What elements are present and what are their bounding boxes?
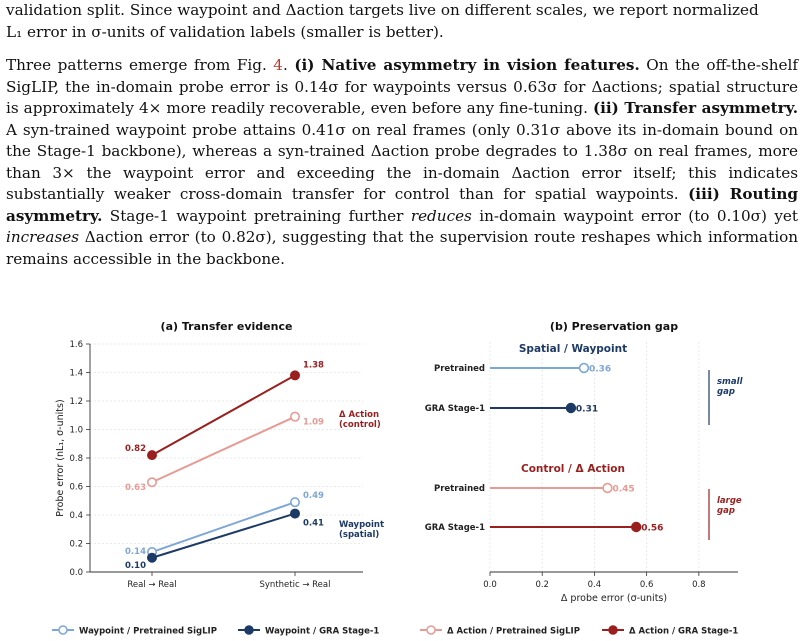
data-point	[289, 411, 300, 422]
annotation-action-sub: (control)	[339, 420, 381, 430]
legend-swatch-marker	[58, 625, 68, 635]
panel-b-title: (b) Preservation gap	[550, 320, 678, 333]
data-label: 0.63	[125, 483, 146, 493]
y-tick-label: 0.4	[69, 511, 83, 521]
data-point	[147, 450, 158, 461]
series-line	[151, 501, 296, 553]
data-label: 0.10	[125, 561, 146, 571]
intro-line-2: L₁ error in σ-units of validation labels…	[6, 22, 444, 41]
series-line	[151, 512, 296, 559]
intro-paragraph: validation split. Since waypoint and Δac…	[6, 0, 798, 43]
data-point	[147, 477, 158, 488]
x-axis-label: Δ probe error (σ-units)	[561, 593, 667, 604]
data-label: 0.82	[125, 444, 146, 454]
x-tick-label: 0.6	[640, 580, 654, 590]
data-label: 1.38	[303, 360, 324, 370]
data-point	[147, 552, 158, 563]
data-point	[289, 508, 300, 519]
body-text: Δaction error (to 0.82σ), suggesting tha…	[6, 228, 798, 268]
body-text: in-domain waypoint error (to 0.10σ) yet	[471, 206, 798, 225]
body-text: On the off-the-shelf SigLIP, the in-doma…	[6, 56, 798, 117]
legend-swatch-marker	[608, 625, 618, 635]
emphasis-increases: increases	[6, 228, 80, 246]
bar-endpoint	[565, 402, 577, 414]
legend-label: Waypoint / Pretrained SigLIP	[79, 627, 217, 637]
annotation-waypoint: Waypoint	[339, 520, 384, 530]
panel-a-title: (a) Transfer evidence	[161, 320, 293, 333]
intro-line-1: validation split. Since waypoint and Δac…	[6, 1, 759, 19]
value-label: 0.36	[589, 365, 611, 375]
y-tick-label: 0.6	[69, 483, 83, 493]
row-label: Pretrained	[434, 364, 485, 374]
data-label: 0.41	[303, 519, 324, 529]
body-paragraph: Three patterns emerge from Fig. 4. (i) N…	[6, 55, 798, 270]
value-label: 0.56	[641, 524, 663, 534]
x-tick-label: 0.8	[692, 580, 706, 590]
panel-a-transfer-evidence: (a) Transfer evidence 0.0 0.2 0.4 0.6 0.8 1.0 1…	[55, 320, 384, 590]
gap-note: gap	[717, 387, 735, 397]
gap-note: gap	[717, 506, 735, 516]
annotation-waypoint-sub: (spatial)	[339, 530, 379, 540]
legend-swatch-marker	[426, 625, 436, 635]
series-line	[151, 415, 296, 484]
x-tick-label: 0.4	[588, 580, 602, 590]
gap-note: large	[717, 496, 742, 506]
row-label: GRA Stage-1	[425, 404, 485, 414]
emphasis-reduces: reduces	[410, 206, 472, 225]
legend-label: Waypoint / GRA Stage-1	[265, 627, 379, 637]
finding-heading-native: (i) Native asymmetry in vision features.	[294, 56, 640, 74]
figure-legend: Waypoint / Pretrained SigLIP Waypoint / G…	[52, 625, 738, 637]
group-title: Control / Δ Action	[521, 463, 625, 475]
annotation-action: Δ Action	[339, 410, 379, 420]
finding-heading-transfer: (ii) Transfer asymmetry.	[592, 99, 799, 117]
value-label: 0.31	[576, 405, 598, 415]
data-label: 1.09	[303, 418, 324, 428]
y-axis-label: Probe error (nL₁, σ-units)	[55, 399, 66, 516]
y-tick-label: 0.8	[69, 454, 83, 464]
group-title: Spatial / Waypoint	[519, 343, 627, 355]
legend-label: Δ Action / Pretrained SigLIP	[447, 627, 580, 637]
finding-heading-routing: (iii) Routing asymmetry.	[6, 185, 799, 225]
body-text: A syn-trained waypoint probe attains 0.4…	[6, 120, 798, 204]
y-tick-label: 1.0	[69, 426, 83, 436]
bar-endpoint	[602, 482, 613, 494]
figure-reference-link[interactable]: 4	[273, 56, 283, 74]
body-text: Stage-1 waypoint pretraining further	[102, 206, 411, 225]
x-tick-label: Real → Real	[127, 580, 176, 590]
row-label: Pretrained	[434, 484, 485, 494]
row-label: GRA Stage-1	[425, 523, 485, 533]
series-line	[151, 374, 296, 457]
data-point	[289, 497, 300, 508]
value-label: 0.45	[612, 485, 634, 495]
y-tick-label: 1.6	[69, 340, 83, 350]
bar-endpoint	[578, 362, 590, 374]
data-label: 0.14	[125, 547, 146, 557]
body-text: Three patterns emerge from Fig.	[6, 56, 274, 74]
x-tick-label: 0.2	[535, 580, 549, 590]
y-tick-label: 0.0	[69, 568, 83, 578]
x-tick-label: 0.0	[483, 580, 497, 590]
legend-label: Δ Action / GRA Stage-1	[629, 627, 738, 637]
body-text: .	[282, 56, 295, 74]
gap-note: small	[717, 377, 744, 387]
data-label: 0.49	[303, 491, 324, 501]
data-point	[289, 370, 300, 381]
y-tick-label: 1.2	[69, 397, 83, 407]
legend-swatch-marker	[244, 625, 254, 635]
x-tick-label: Synthetic → Real	[260, 580, 331, 590]
y-tick-label: 0.2	[69, 540, 83, 550]
y-tick-label: 1.4	[69, 369, 83, 379]
panel-b-preservation-gap: (b) Preservation gap 0.0 0.2 0.4 0.6 0.8 Δ pro…	[425, 320, 744, 604]
bar-endpoint	[630, 521, 642, 533]
